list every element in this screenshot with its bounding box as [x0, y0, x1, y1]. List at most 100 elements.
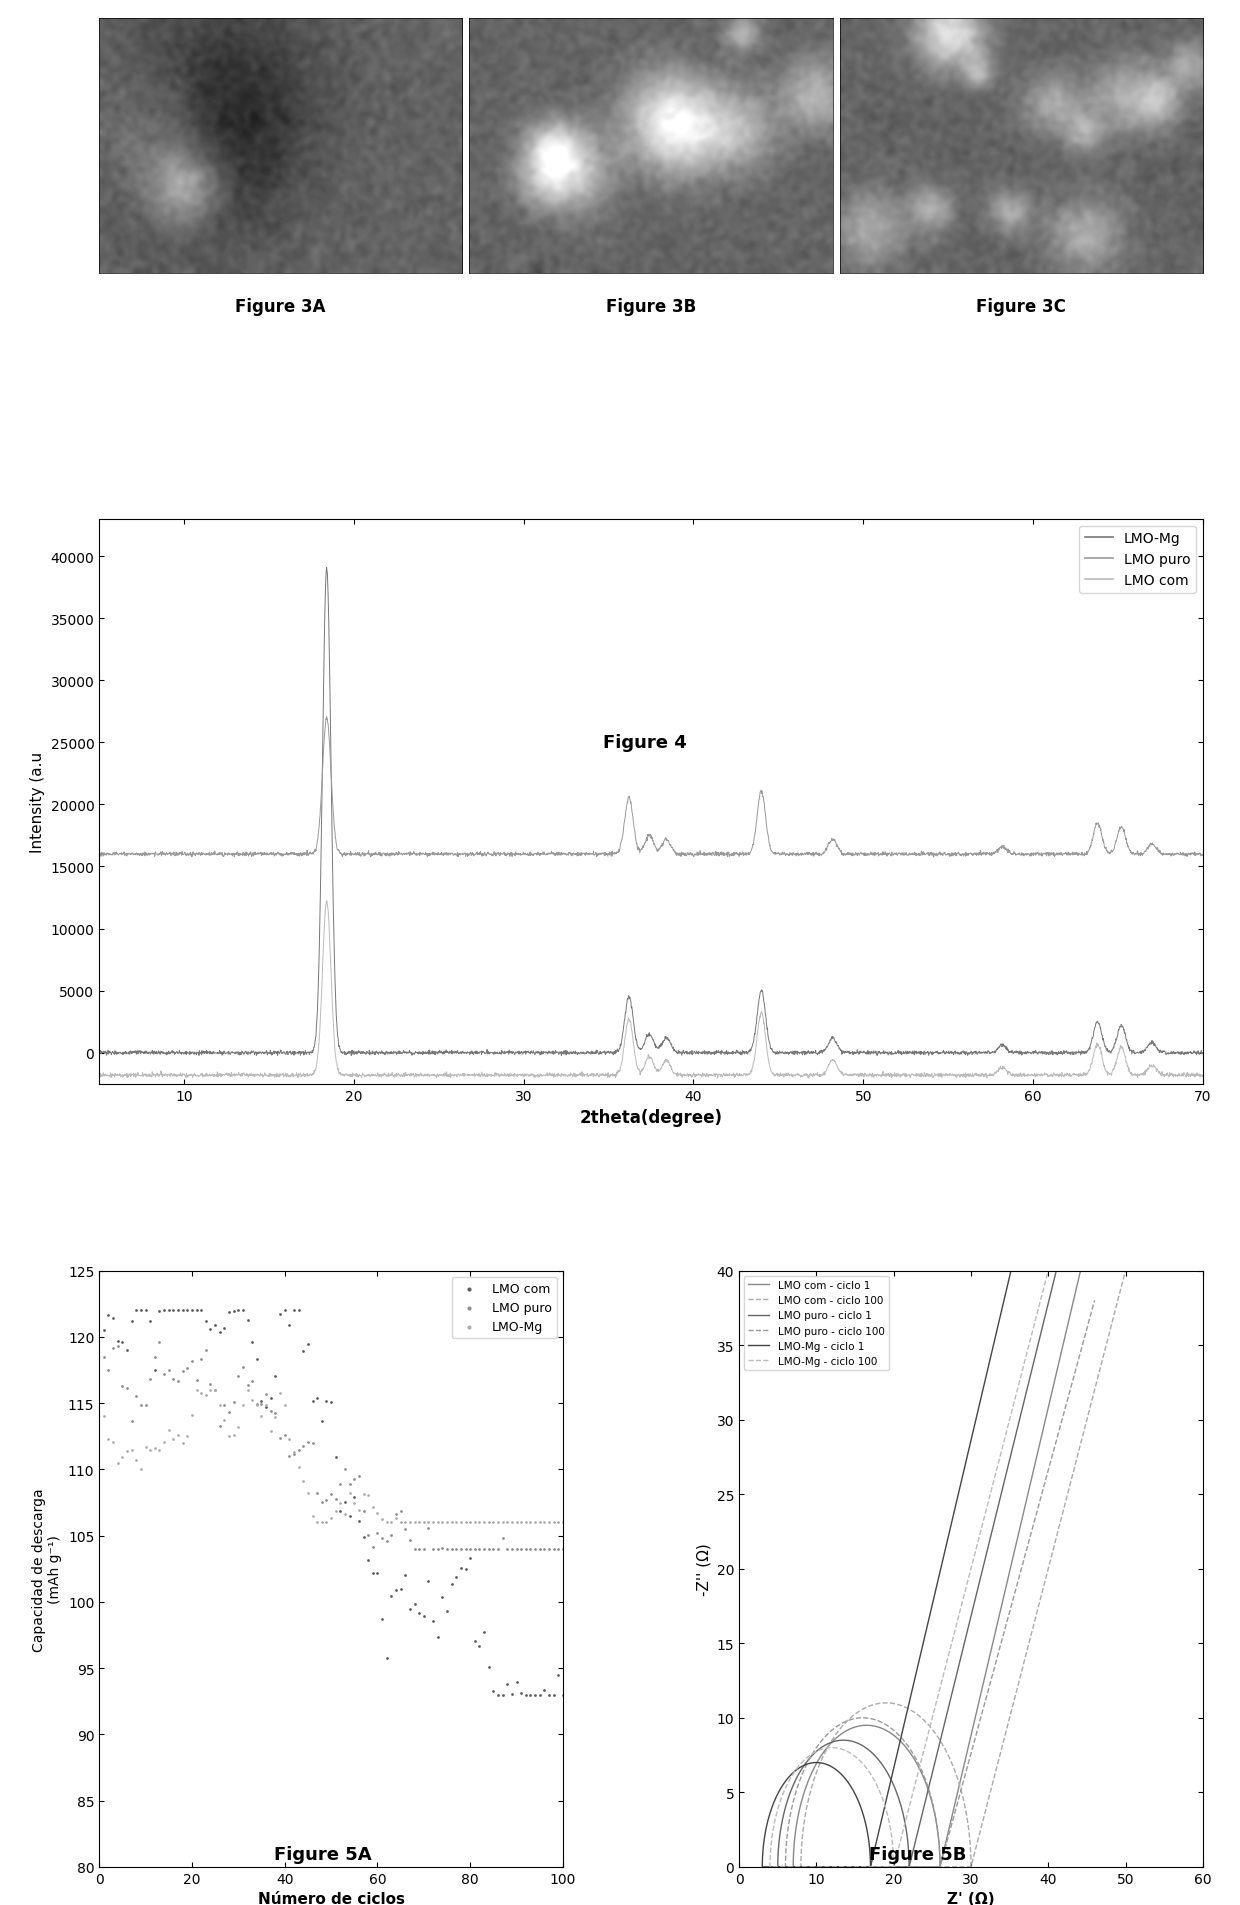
LMO-Mg: [294, 1465, 314, 1495]
LMO puro: [474, 1534, 494, 1564]
LMO-Mg: [479, 1507, 498, 1537]
LMO com: [1174, 1065, 1189, 1088]
LMO com - ciclo 1: [1073, 1259, 1087, 1282]
LMO-Mg: [140, 1434, 160, 1465]
LMO puro: [131, 1391, 151, 1421]
LMO-Mg: [474, 1507, 494, 1537]
LMO com: [103, 1303, 123, 1334]
LMO com - ciclo 1: [786, 1855, 801, 1878]
LMO-Mg: [257, 1391, 277, 1421]
LMO puro: [516, 844, 531, 867]
LMO com: [428, 1621, 448, 1652]
LMO com: [372, 1604, 392, 1634]
LMO puro - ciclo 1: [802, 1747, 817, 1770]
LMO-Mg: [446, 1507, 466, 1537]
LMO-Mg: [436, 1507, 456, 1537]
LMO puro - ciclo 1: [781, 1787, 796, 1810]
LMO puro - ciclo 1: [973, 1564, 988, 1587]
LMO com: [526, 1680, 546, 1711]
Line: LMO com: LMO com: [99, 901, 1203, 1078]
LMO-Mg: [451, 1507, 471, 1537]
X-axis label: Número de ciclos: Número de ciclos: [258, 1892, 404, 1905]
LMO-Mg: [455, 1507, 475, 1537]
LMO puro: [238, 1370, 258, 1400]
LMO com - ciclo 100: [794, 1855, 808, 1878]
LMO com: [801, 1067, 816, 1090]
LMO puro - ciclo 100: [777, 1855, 792, 1878]
LMO-Mg: [484, 1507, 503, 1537]
LMO puro: [283, 842, 298, 865]
LMO com: [113, 1326, 133, 1356]
LMO com: [446, 1562, 466, 1593]
LMO com: [145, 1354, 165, 1385]
LMO puro: [548, 1534, 568, 1564]
LMO-Mg - ciclo 100: [998, 1421, 1013, 1444]
LMO puro: [396, 1513, 415, 1543]
LMO com: [409, 1598, 429, 1629]
LMO-Mg: [409, 1507, 429, 1537]
LMO-Mg: [460, 1507, 480, 1537]
LMO-Mg: [210, 1391, 229, 1421]
LMO-Mg: [391, 1507, 410, 1537]
LMO puro: [191, 1345, 211, 1375]
LMO puro: [363, 1532, 383, 1562]
LMO com: [260, 1383, 280, 1414]
Text: Figure 3A: Figure 3A: [236, 299, 326, 316]
LMO puro: [502, 1534, 522, 1564]
LMO-Mg: [321, 1503, 341, 1534]
LMO-Mg: [1055, 1042, 1070, 1065]
LMO-Mg: [553, 1507, 573, 1537]
LMO puro: [270, 1423, 290, 1454]
LMO com: [303, 1385, 322, 1415]
LMO puro: [348, 1461, 368, 1492]
LMO com: [135, 1295, 155, 1326]
LMO puro - ciclo 100: [1045, 1444, 1060, 1467]
LMO com: [164, 1295, 184, 1326]
Text: Figure 3B: Figure 3B: [606, 299, 696, 316]
LMO com: [252, 1385, 272, 1415]
LMO com: [330, 1495, 350, 1526]
LMO puro: [122, 1406, 141, 1436]
LMO-Mg: [382, 1507, 402, 1537]
LMO-Mg: [150, 1434, 170, 1465]
X-axis label: Z' (Ω): Z' (Ω): [947, 1892, 994, 1905]
LMO com - ciclo 100: [799, 1802, 813, 1825]
Line: LMO com - ciclo 1: LMO com - ciclo 1: [794, 1271, 1080, 1867]
LMO-Mg: [377, 1507, 397, 1537]
LMO-Mg - ciclo 1: [955, 1465, 970, 1488]
LMO com: [94, 1314, 114, 1345]
LMO com: [492, 1680, 512, 1711]
LMO puro: [140, 1364, 160, 1394]
LMO-Mg: [345, 1488, 365, 1518]
LMO-Mg: [311, 1507, 331, 1537]
LMO com: [345, 1482, 365, 1513]
LMO com: [215, 1313, 234, 1343]
Line: LMO puro - ciclo 100: LMO puro - ciclo 100: [785, 1301, 1095, 1867]
LMO puro: [386, 1499, 405, 1530]
LMO-Mg: [526, 1507, 546, 1537]
LMO-Mg: [367, 1497, 387, 1528]
LMO-Mg: [92, 1040, 107, 1063]
LMO com: [382, 1581, 402, 1612]
LMO-Mg: [219, 1421, 239, 1452]
LMO-Mg - ciclo 100: [968, 1537, 983, 1560]
LMO com: [169, 1295, 188, 1326]
Legend: LMO com, LMO puro, LMO-Mg: LMO com, LMO puro, LMO-Mg: [451, 1276, 557, 1339]
LMO com: [363, 1558, 383, 1589]
LMO com: [441, 1570, 461, 1600]
LMO com: [289, 1295, 309, 1326]
LMO-Mg: [164, 1425, 184, 1455]
LMO-Mg: [335, 1499, 355, 1530]
LMO-Mg: [169, 1419, 188, 1450]
LMO com: [348, 1507, 368, 1537]
LMO puro: [465, 1534, 485, 1564]
LMO puro: [164, 1364, 184, 1394]
LMO-Mg: [316, 1507, 336, 1537]
LMO com: [419, 1566, 439, 1596]
LMO-Mg - ciclo 1: [990, 1318, 1004, 1341]
Line: LMO-Mg: LMO-Mg: [99, 568, 1203, 1055]
LMO-Mg: [233, 1391, 253, 1421]
LMO puro: [433, 1534, 453, 1564]
LMO-Mg: [108, 1448, 128, 1478]
LMO com: [257, 1393, 277, 1423]
